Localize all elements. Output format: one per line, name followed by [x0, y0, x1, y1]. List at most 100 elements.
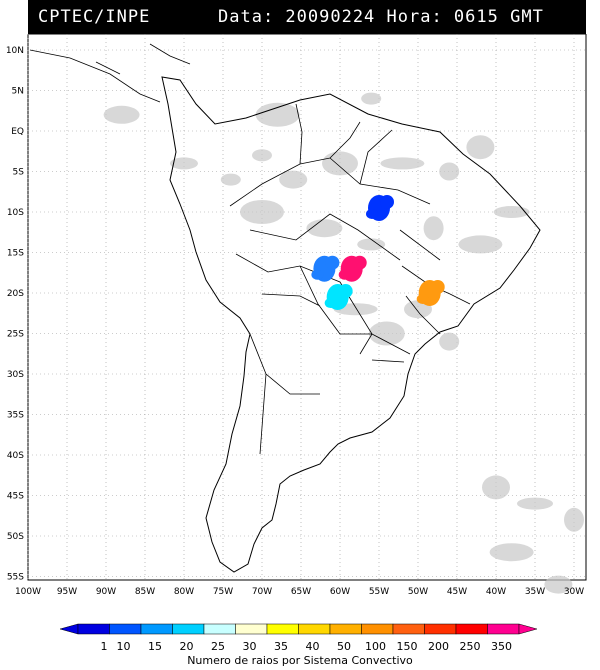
- longitude-labels: 100W 95W 90W 85W 80W 75W 70W 65W 60W 55W 50W 45W 40W…: [15, 587, 584, 597]
- legend-label: 250: [460, 640, 481, 653]
- cloud-patch: [252, 149, 272, 162]
- lat-label: 30S: [7, 370, 24, 380]
- convective-system: [416, 280, 445, 306]
- legend-label: 350: [491, 640, 512, 653]
- legend-color-bar: [59, 623, 538, 635]
- lat-label: 15S: [7, 249, 24, 259]
- legend-arrow-right: [518, 623, 538, 635]
- legend-caption: Numero de raios por Sistema Convectivo: [187, 654, 413, 667]
- convective-systems: [311, 194, 445, 311]
- latitude-labels: 10N 5N EQ 5S 10S 15S 20S 25S 30S 35S 40S 45S 50S 55S: [6, 46, 24, 583]
- cloud-patch: [466, 135, 495, 160]
- cloud-patch: [240, 200, 284, 224]
- lat-label: 25S: [7, 330, 24, 340]
- legend-label: 25: [211, 640, 225, 653]
- legend-swatch: [424, 623, 457, 635]
- legend-swatch: [172, 623, 205, 635]
- cloud-patch: [322, 151, 358, 176]
- lat-label: 45S: [7, 492, 24, 502]
- cloud-patch: [544, 575, 573, 594]
- lat-label: 5S: [13, 168, 25, 178]
- legend-swatch: [109, 623, 142, 635]
- legend-label: 15: [148, 640, 162, 653]
- legend-arrow-left: [59, 623, 79, 635]
- legend-label: 1: [101, 640, 108, 653]
- legend-swatch: [487, 623, 520, 635]
- lat-label: 20S: [7, 289, 24, 299]
- lat-label: EQ: [11, 127, 24, 137]
- lightning-map: 10N5NEQ5S10S15S20S25S30S35S40S45S50S55S …: [6, 34, 587, 597]
- cloud-patch: [361, 92, 382, 105]
- cloud-patch: [103, 105, 140, 124]
- lon-label: 95W: [57, 587, 77, 597]
- convective-system: [338, 255, 367, 282]
- legend-label: 20: [180, 640, 194, 653]
- legend-labels: 1 10 15 20 25 30 35 40 50 100 150 200 250 350: [101, 640, 513, 653]
- cloud-patch: [493, 206, 530, 218]
- color-legend: 1 10 15 20 25 30 35 40 50 100 150 200 250 350: [59, 623, 538, 653]
- lon-label: 70W: [252, 587, 272, 597]
- country-borders: [229, 103, 471, 455]
- lon-label: 100W: [15, 587, 41, 597]
- legend-label: 100: [365, 640, 386, 653]
- cloud-patch: [279, 170, 308, 189]
- cloud-patch: [306, 219, 343, 238]
- coastline-borders: [29, 43, 541, 573]
- lat-label: 55S: [7, 573, 24, 583]
- legend-swatch: [329, 623, 362, 635]
- cloud-patch: [489, 543, 534, 562]
- central-america-outline: [29, 49, 161, 103]
- cloud-patch: [439, 162, 460, 181]
- lat-label: 10S: [7, 208, 24, 218]
- lat-lon-grid: [27, 34, 586, 580]
- datetime-stamp: Data: 20090224 Hora: 0615 GMT: [218, 7, 544, 27]
- legend-swatch: [455, 623, 488, 635]
- cloud-patch: [482, 475, 510, 500]
- cloud-patch: [517, 497, 553, 510]
- legend-swatch: [203, 623, 236, 635]
- lat-label: 5N: [12, 87, 24, 97]
- cloud-patch: [368, 321, 405, 346]
- lat-label: 35S: [7, 411, 24, 421]
- lon-label: 90W: [96, 587, 116, 597]
- lon-label: 55W: [369, 587, 389, 597]
- cloud-cover: [103, 92, 584, 594]
- cloud-patch: [220, 173, 241, 186]
- cloud-patch: [423, 216, 444, 241]
- lat-label: 10N: [6, 46, 24, 56]
- legend-label: 40: [306, 640, 320, 653]
- legend-swatch: [298, 623, 331, 635]
- legend-swatch: [235, 623, 268, 635]
- lon-label: 35W: [525, 587, 545, 597]
- cloud-patch: [458, 235, 503, 254]
- legend-swatch: [77, 623, 110, 635]
- cloud-patch: [439, 332, 460, 351]
- legend-swatch: [266, 623, 299, 635]
- lon-label: 85W: [135, 587, 155, 597]
- agency-label: CPTEC/INPE: [38, 7, 151, 27]
- legend-label: 50: [337, 640, 351, 653]
- lon-label: 30W: [564, 587, 584, 597]
- convective-system: [311, 255, 340, 282]
- legend-swatch: [392, 623, 425, 635]
- lon-label: 40W: [486, 587, 506, 597]
- cloud-patch: [380, 157, 425, 170]
- lat-label: 40S: [7, 451, 24, 461]
- cloud-patch: [357, 238, 386, 251]
- legend-label: 200: [428, 640, 449, 653]
- cloud-patch: [564, 507, 584, 532]
- cloud-patch: [170, 157, 198, 170]
- caribbean-coast: [149, 43, 191, 65]
- lon-label: 45W: [447, 587, 467, 597]
- lon-label: 50W: [408, 587, 428, 597]
- legend-swatch: [140, 623, 173, 635]
- lon-label: 65W: [291, 587, 311, 597]
- continent-outline: [161, 76, 541, 573]
- lon-label: 75W: [213, 587, 233, 597]
- convective-system: [366, 194, 394, 221]
- legend-label: 10: [117, 640, 131, 653]
- lon-label: 60W: [330, 587, 350, 597]
- legend-label: 30: [243, 640, 257, 653]
- title-bar: CPTEC/INPE Data: 20090224 Hora: 0615 GMT: [28, 0, 586, 34]
- lon-label: 80W: [174, 587, 194, 597]
